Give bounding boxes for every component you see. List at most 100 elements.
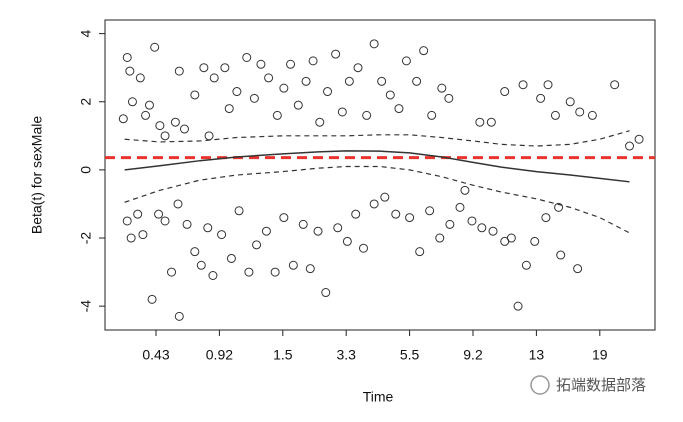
point (217, 230, 227, 240)
point (118, 114, 128, 124)
point (305, 264, 315, 274)
point (369, 39, 379, 49)
plot-box (104, 19, 656, 331)
point (167, 267, 177, 277)
point (150, 42, 160, 52)
point (182, 219, 192, 229)
point (427, 110, 437, 120)
point (270, 267, 280, 277)
point (541, 213, 551, 223)
y-tick-label: -2 (78, 232, 94, 245)
y-tick-label: 4 (78, 30, 94, 38)
point (467, 216, 477, 226)
point (122, 216, 132, 226)
point (199, 63, 209, 73)
point (573, 264, 583, 274)
point (575, 107, 585, 117)
point (518, 80, 528, 90)
point (249, 93, 259, 103)
point (261, 226, 271, 236)
point (204, 131, 214, 141)
point (543, 80, 553, 90)
point (173, 199, 183, 209)
point (203, 223, 213, 233)
x-tick-label: 0.43 (142, 347, 169, 363)
point (190, 90, 200, 100)
point (127, 97, 137, 107)
point (160, 216, 170, 226)
point (401, 56, 411, 66)
point (160, 131, 170, 141)
point (625, 141, 635, 151)
point (358, 243, 368, 253)
point (220, 63, 230, 73)
point (208, 270, 218, 280)
confidence-band (124, 165, 630, 234)
point (506, 233, 516, 243)
point (475, 117, 485, 127)
point (344, 76, 354, 86)
point (419, 46, 429, 56)
point (264, 73, 274, 83)
point (147, 294, 157, 304)
point (301, 76, 311, 86)
point (232, 87, 242, 97)
smooth-line (124, 150, 630, 183)
point (138, 230, 148, 240)
point (209, 73, 219, 83)
point (135, 73, 145, 83)
point (477, 223, 487, 233)
point (536, 93, 546, 103)
point (500, 87, 510, 97)
point (313, 226, 323, 236)
point (286, 59, 296, 69)
x-tick-label: 19 (592, 347, 608, 363)
point (133, 209, 143, 219)
point (488, 226, 498, 236)
y-tick-label: 0 (78, 166, 94, 174)
watermark-text: 拓端数据部落 (556, 377, 646, 394)
point (190, 247, 200, 257)
point (486, 117, 496, 127)
point (170, 117, 180, 127)
point (323, 87, 333, 97)
point (337, 107, 347, 117)
x-axis-label: Time (363, 389, 394, 405)
point (369, 199, 379, 209)
point (196, 260, 206, 270)
point (521, 260, 531, 270)
point (155, 121, 165, 131)
point (226, 253, 236, 263)
point (331, 49, 341, 59)
point (435, 233, 445, 243)
point (126, 233, 136, 243)
point (554, 202, 564, 212)
point (154, 209, 164, 219)
point (394, 104, 404, 114)
point (610, 80, 620, 90)
point (288, 260, 298, 270)
watermark: 拓端数据部落 (530, 375, 646, 395)
confidence-band (124, 130, 630, 147)
point (252, 240, 262, 250)
watermark-icon (530, 375, 550, 395)
point (272, 110, 282, 120)
point (244, 267, 254, 277)
point (293, 100, 303, 110)
point (437, 83, 447, 93)
point (141, 110, 151, 120)
y-tick-label: -4 (78, 300, 94, 313)
point (377, 76, 387, 86)
point (333, 223, 343, 233)
point (298, 219, 308, 229)
point (415, 247, 425, 257)
point (455, 202, 465, 212)
point (353, 63, 363, 73)
point (279, 83, 289, 93)
point (342, 236, 352, 246)
point (380, 192, 390, 202)
x-tick-label: 9.2 (463, 347, 483, 363)
point (565, 97, 575, 107)
point (122, 52, 132, 62)
